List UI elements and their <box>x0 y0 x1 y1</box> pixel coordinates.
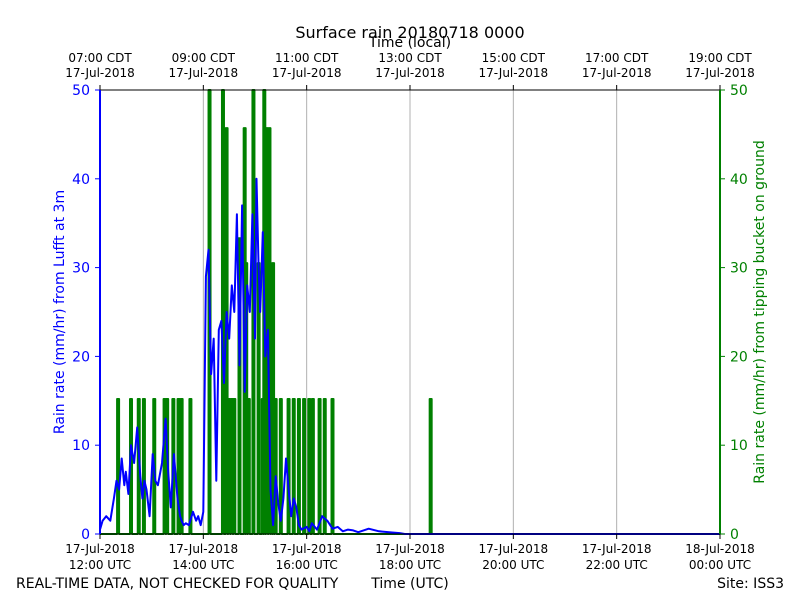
x-tick-label-bottom: 00:00 UTC <box>689 558 751 572</box>
x-tick-label-bottom: 20:00 UTC <box>482 558 544 572</box>
x-tick-label-top: 07:00 CDT <box>68 51 132 65</box>
bottom-x-ticks: 17-Jul-2018 12:00 UTC 17-Jul-2018 14:00 UTC… <box>65 534 755 572</box>
x-tick-label-top: 17-Jul-2018 <box>272 66 342 80</box>
right-y-ticks: 0 10 20 30 40 50 <box>720 83 748 543</box>
x-tick-label-bottom: 17-Jul-2018 <box>582 542 652 556</box>
y-tick-label-right: 10 <box>730 438 748 454</box>
x-tick-label-bottom: 14:00 UTC <box>172 558 234 572</box>
x-tick-label-bottom: 18:00 UTC <box>379 558 441 572</box>
x-tick-label-bottom: 17-Jul-2018 <box>65 542 135 556</box>
x-tick-label-top: 19:00 CDT <box>688 51 752 65</box>
x-tick-label-top: 15:00 CDT <box>482 51 546 65</box>
x-tick-label-top: 11:00 CDT <box>275 51 339 65</box>
x-tick-label-bottom: 12:00 UTC <box>69 558 131 572</box>
x-axis-label: Time (UTC) <box>370 576 448 592</box>
x-tick-label-bottom: 17-Jul-2018 <box>272 542 342 556</box>
x-tick-label-bottom: 17-Jul-2018 <box>169 542 239 556</box>
chart-title: Surface rain 20180718 0000 <box>295 23 524 42</box>
y-tick-label-left: 20 <box>72 349 90 365</box>
x-tick-label-bottom: 17-Jul-2018 <box>375 542 445 556</box>
y-tick-label-left: 0 <box>81 527 90 543</box>
x-tick-label-bottom: 18-Jul-2018 <box>685 542 755 556</box>
x-tick-label-bottom: 16:00 UTC <box>276 558 338 572</box>
x-tick-label-bottom: 17-Jul-2018 <box>479 542 549 556</box>
y-tick-label-left: 10 <box>72 438 90 454</box>
x-tick-label-bottom: 22:00 UTC <box>586 558 648 572</box>
y-tick-label-left: 30 <box>72 261 90 277</box>
right-y-axis-label: Rain rate (mm/hr) from tipping bucket on… <box>752 140 768 483</box>
series-lufft <box>99 177 720 535</box>
x-tick-label-top: 17-Jul-2018 <box>65 66 135 80</box>
x-tick-label-top: 17-Jul-2018 <box>479 66 549 80</box>
x-tick-label-top: 17-Jul-2018 <box>685 66 755 80</box>
left-y-axis-label: Rain rate (mm/hr) from Lufft at 3m <box>52 190 68 434</box>
y-tick-label-right: 20 <box>730 349 748 365</box>
x-tick-label-top: 17-Jul-2018 <box>375 66 445 80</box>
footer-quality-note: REAL-TIME DATA, NOT CHECKED FOR QUALITY <box>16 576 339 592</box>
x-tick-label-top: 13:00 CDT <box>378 51 442 65</box>
top-axis-label: Time (local) <box>368 35 451 51</box>
y-tick-label-right: 40 <box>730 172 748 188</box>
y-tick-label-left: 40 <box>72 172 90 188</box>
x-tick-label-top: 17:00 CDT <box>585 51 649 65</box>
y-tick-label-right: 30 <box>730 261 748 277</box>
x-tick-label-top: 09:00 CDT <box>172 51 236 65</box>
left-y-ticks: 0 10 20 30 40 50 <box>72 83 100 543</box>
footer-site: Site: ISS3 <box>717 576 784 592</box>
y-tick-label-right: 0 <box>730 527 739 543</box>
x-tick-label-top: 17-Jul-2018 <box>582 66 652 80</box>
series-line <box>99 177 720 535</box>
y-tick-label-left: 50 <box>72 83 90 99</box>
y-tick-label-right: 50 <box>730 83 748 99</box>
x-tick-label-top: 17-Jul-2018 <box>169 66 239 80</box>
